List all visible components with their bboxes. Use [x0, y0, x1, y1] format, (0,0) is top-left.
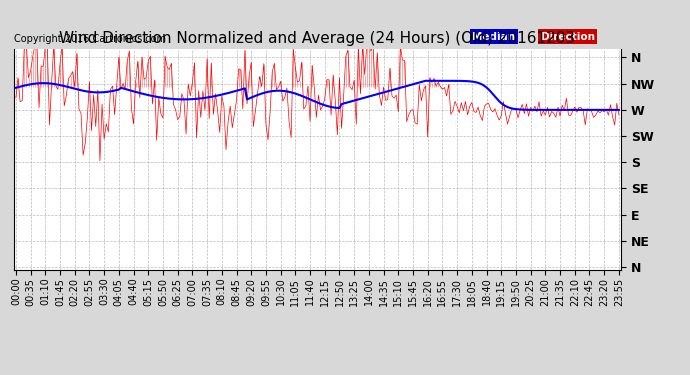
Text: Direction: Direction [541, 32, 595, 42]
Title: Wind Direction Normalized and Average (24 Hours) (Old) 20161203: Wind Direction Normalized and Average (2… [59, 31, 575, 46]
Text: Median: Median [472, 32, 515, 42]
Text: Copyright 2016 Cartronics.com: Copyright 2016 Cartronics.com [14, 34, 166, 44]
